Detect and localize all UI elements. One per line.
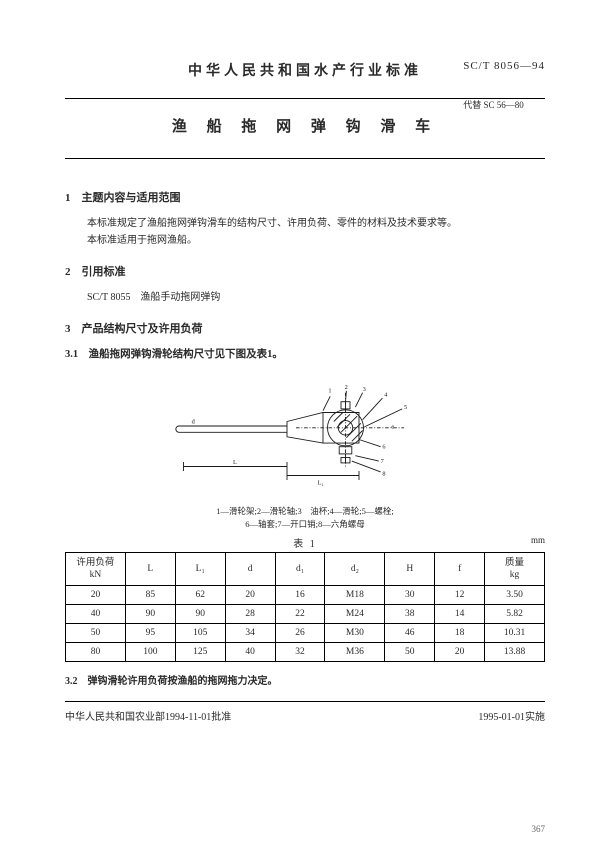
table-cell: 14	[435, 605, 485, 624]
callout-1: 1	[328, 388, 331, 395]
section-1: 1 主题内容与适用范围 本标准规定了渔船拖网弹钩滑车的结构尺寸、许用负荷、零件的…	[65, 189, 545, 249]
section-3: 3 产品结构尺寸及许用负荷 3.1 渔船拖网弹钩滑轮结构尺寸见下图及表1。	[65, 320, 545, 687]
table-cell: 32	[275, 643, 325, 662]
table-title: 表 1	[293, 535, 317, 550]
table-cell: M24	[325, 605, 385, 624]
col-L1: L₁	[175, 552, 225, 586]
table-cell: 28	[225, 605, 275, 624]
header-rule-bottom	[65, 158, 545, 159]
section-1-p2: 本标准适用于拖网渔船。	[87, 232, 545, 249]
document-title: 渔 船 拖 网 弹 钩 滑 车	[65, 115, 545, 136]
table-cell: 105	[175, 624, 225, 643]
section-1-p1: 本标准规定了渔船拖网弹钩滑车的结构尺寸、许用负荷、零件的材料及技术要求等。	[87, 215, 545, 232]
callout-6: 6	[382, 444, 385, 451]
section-2-p1: SC/T 8055 渔船手动拖网弹钩	[87, 289, 545, 306]
table-cell: 90	[175, 605, 225, 624]
structure-diagram: L L₁ 1 2 3 4 5 6 7 8 d e	[170, 375, 440, 495]
dim-L: L	[233, 459, 237, 466]
table-cell: 20	[225, 586, 275, 605]
table-cell: 50	[385, 643, 435, 662]
dim-L1: L₁	[318, 480, 324, 487]
diagram-caption: 1—滑轮架;2—滑轮轴;3 油杯;4—滑轮;5—螺栓; 6—轴套;7—开口销;8…	[65, 505, 545, 531]
section-3-2-heading: 3.2 弹钩滑轮许用负荷按渔船的拖网拖力决定。	[65, 672, 545, 687]
callout-3: 3	[363, 386, 366, 393]
callout-5: 5	[404, 404, 407, 411]
dim-d: d	[192, 418, 196, 425]
table-cell: 34	[225, 624, 275, 643]
table-cell: 85	[125, 586, 175, 605]
table-cell: 95	[125, 624, 175, 643]
spec-table: 许用负荷kN L L₁ d d₁ d₂ H f 质量kg 2085622016M…	[65, 552, 545, 663]
section-3-heading: 3 产品结构尺寸及许用负荷	[65, 320, 545, 336]
col-H: H	[385, 552, 435, 586]
footer-approved: 中华人民共和国农业部1994-11-01批准	[65, 708, 231, 723]
table-cell: M30	[325, 624, 385, 643]
section-3-1-heading: 3.1 渔船拖网弹钩滑轮结构尺寸见下图及表1。	[65, 346, 545, 361]
section-2: 2 引用标准 SC/T 8055 渔船手动拖网弹钩	[65, 263, 545, 306]
table-cell: 18	[435, 624, 485, 643]
col-d1: d₁	[275, 552, 325, 586]
standard-code-main: SC/T 8056—94	[463, 60, 545, 72]
table-cell: 90	[125, 605, 175, 624]
table-cell: M18	[325, 586, 385, 605]
diagram-caption-line1: 1—滑轮架;2—滑轮轴;3 油杯;4—滑轮;5—螺栓;	[65, 505, 545, 518]
table-cell: 50	[66, 624, 126, 643]
table-cell: 5.82	[485, 605, 545, 624]
table-cell: 38	[385, 605, 435, 624]
table-row: 4090902822M2438145.82	[66, 605, 545, 624]
standard-code-block: SC/T 8056—94 代替 SC 56—80	[463, 60, 545, 111]
col-mass: 质量kg	[485, 552, 545, 586]
table-cell: M36	[325, 643, 385, 662]
table-cell: 62	[175, 586, 225, 605]
section-2-heading: 2 引用标准	[65, 263, 545, 279]
col-f: f	[435, 552, 485, 586]
footer-row: 中华人民共和国农业部1994-11-01批准 1995-01-01实施	[65, 708, 545, 723]
dim-e: e	[391, 424, 394, 431]
callout-2: 2	[345, 384, 348, 391]
callout-8: 8	[382, 471, 385, 478]
table-row: 2085622016M1830123.50	[66, 586, 545, 605]
diagram-caption-line2: 6—轴套;7—开口销;8—六角螺母	[65, 518, 545, 531]
footer-rule	[65, 701, 545, 702]
table-cell: 30	[385, 586, 435, 605]
standard-code-sub: 代替 SC 56—80	[463, 98, 545, 111]
table-title-row: 表 1 mm	[65, 535, 545, 550]
table-row: 50951053426M30461810.31	[66, 624, 545, 643]
col-d2: d₂	[325, 552, 385, 586]
table-cell: 10.31	[485, 624, 545, 643]
table-cell: 16	[275, 586, 325, 605]
table-cell: 100	[125, 643, 175, 662]
col-L: L	[125, 552, 175, 586]
table-cell: 3.50	[485, 586, 545, 605]
table-row: 801001254032M36502013.88	[66, 643, 545, 662]
diagram-svg: L L₁ 1 2 3 4 5 6 7 8 d e	[170, 375, 440, 495]
footer-effective: 1995-01-01实施	[478, 708, 545, 723]
table-cell: 20	[435, 643, 485, 662]
table-cell: 40	[225, 643, 275, 662]
callout-4: 4	[384, 391, 388, 398]
table-cell: 22	[275, 605, 325, 624]
table-cell: 13.88	[485, 643, 545, 662]
callout-7: 7	[381, 458, 384, 465]
table-cell: 46	[385, 624, 435, 643]
col-d: d	[225, 552, 275, 586]
section-1-heading: 1 主题内容与适用范围	[65, 189, 545, 205]
table-cell: 20	[66, 586, 126, 605]
table-cell: 26	[275, 624, 325, 643]
col-load: 许用负荷kN	[66, 552, 126, 586]
table-cell: 125	[175, 643, 225, 662]
table-cell: 12	[435, 586, 485, 605]
table-cell: 40	[66, 605, 126, 624]
table-unit: mm	[531, 535, 545, 545]
table-cell: 80	[66, 643, 126, 662]
table-header-row: 许用负荷kN L L₁ d d₁ d₂ H f 质量kg	[66, 552, 545, 586]
page-number: 367	[532, 824, 546, 834]
